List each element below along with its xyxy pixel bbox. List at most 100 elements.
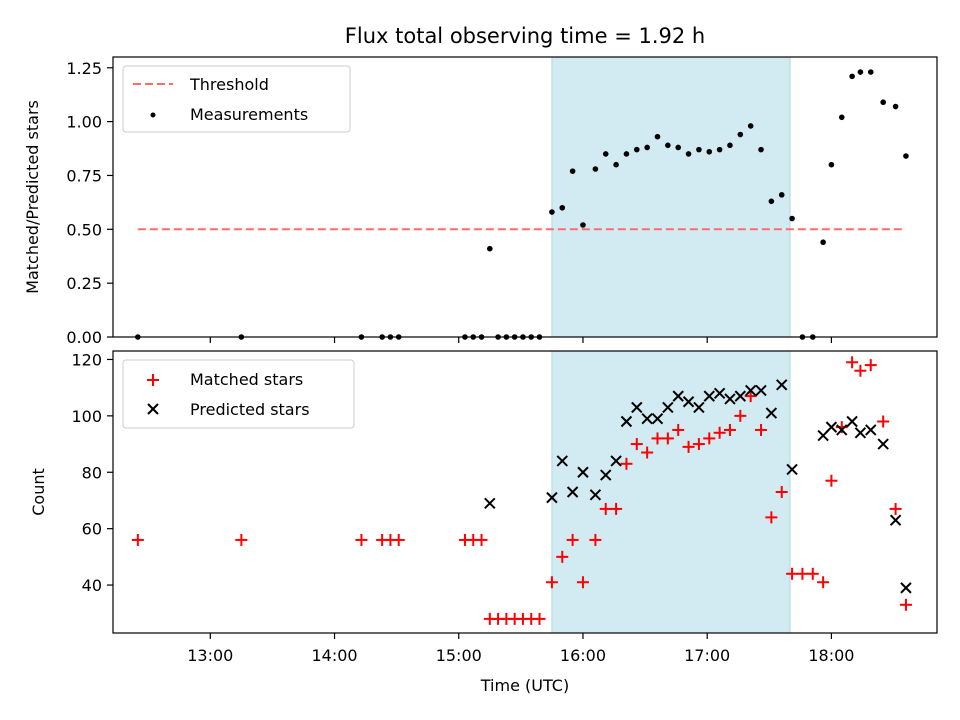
predicted-star-point — [889, 514, 902, 526]
predicted-star-point — [556, 455, 568, 467]
measurement-point — [613, 161, 619, 168]
top-axes-frame — [112, 56, 938, 338]
matched-star-point — [651, 432, 664, 445]
matched-star-point — [533, 612, 546, 625]
x-tick-label: 17:00 — [684, 646, 730, 665]
matched-legend-swatch — [147, 374, 159, 386]
predicted-star-point — [765, 407, 778, 419]
x-axis-label: Time (UTC) — [480, 676, 569, 695]
predicted-star-point — [662, 401, 674, 414]
x-tick-label: 14:00 — [311, 646, 357, 665]
top-y-axis-label: Matched/Predicted stars — [23, 100, 42, 294]
top-y-tick-label: 0.50 — [66, 220, 102, 239]
matched-star-point — [682, 440, 695, 453]
predicted-star-point — [744, 384, 757, 397]
threshold-legend-label: Threshold — [189, 75, 269, 94]
matched-star-point — [846, 356, 859, 369]
measurement-point — [602, 151, 609, 157]
bottom-y-tick-label: 120 — [71, 350, 102, 369]
matched-star-point — [744, 390, 757, 403]
predicted-star-point — [713, 387, 726, 400]
matched-star-point — [235, 533, 248, 546]
predicted-star-point — [682, 396, 695, 408]
measurement-point — [768, 198, 775, 205]
predicted-star-point — [755, 384, 767, 397]
predicted-star-point — [577, 466, 589, 478]
measurement-point — [892, 103, 899, 110]
matched-star-point — [899, 598, 912, 611]
x-tick-label: 13:00 — [187, 646, 233, 665]
measurement-point — [675, 144, 682, 151]
measurement-point — [737, 131, 744, 138]
matched-star-point — [556, 550, 569, 563]
matched-star-point — [775, 486, 788, 498]
matched-star-point — [620, 457, 633, 470]
measurement-point — [778, 192, 785, 198]
top-y-tick-label: 0.75 — [66, 166, 102, 185]
matched-star-point — [545, 576, 558, 589]
x-tick-label: 16:00 — [560, 646, 606, 665]
matched-star-point — [355, 533, 368, 546]
predicted-star-point — [836, 424, 848, 436]
predicted-star-point — [900, 582, 912, 594]
chart-title: Flux total observing time = 1.92 h — [345, 24, 705, 48]
top-y-tick-label: 0.00 — [66, 328, 102, 347]
matched-star-point — [475, 533, 488, 546]
matched-star-point — [765, 511, 778, 524]
matched-star-point — [599, 502, 612, 515]
predicted-star-point — [724, 393, 736, 405]
measurement-point — [758, 146, 764, 153]
bottom-legend: Matched stars Predicted stars — [122, 359, 355, 429]
measurement-point — [849, 73, 855, 80]
measurement-point — [828, 161, 835, 168]
top-y-tick-label: 0.25 — [66, 274, 102, 293]
measurement-point — [623, 151, 630, 157]
matched-star-point — [825, 474, 838, 487]
matched-star-point — [661, 432, 674, 445]
measurement-point — [789, 215, 795, 222]
measurement-point — [706, 148, 713, 155]
matched-star-point — [864, 359, 877, 372]
x-tick-label: 15:00 — [436, 646, 482, 665]
matched-star-point — [131, 533, 144, 546]
matched-star-point — [713, 426, 726, 439]
predicted-star-point — [651, 412, 664, 425]
measurement-point — [716, 146, 723, 153]
top-y-tick-label: 1.00 — [66, 113, 102, 132]
predicted-star-point — [631, 401, 643, 414]
measurement-point — [665, 142, 671, 149]
predicted-star-point — [566, 486, 579, 498]
matched-star-point — [610, 502, 623, 515]
measurement-point — [867, 69, 874, 75]
measurement-point — [880, 99, 886, 106]
observing-window-shade — [551, 56, 791, 338]
predicted-star-point — [620, 415, 633, 428]
predicted-legend-label: Predicted stars — [190, 400, 310, 419]
measurements-legend-swatch — [150, 112, 156, 118]
measurement-point — [727, 142, 733, 149]
predicted-star-point — [589, 489, 602, 501]
predicted-star-point — [703, 390, 715, 402]
matched-star-point — [734, 409, 747, 422]
measurement-point — [569, 168, 576, 174]
measurement-point — [820, 239, 826, 246]
measurement-point — [633, 146, 640, 153]
measurement-point — [838, 114, 845, 121]
matched-legend-label: Matched stars — [190, 370, 303, 389]
matched-star-point — [854, 364, 867, 377]
top-panel: 0.00 0.25 0.50 0.75 1.00 1.25 Matched/Predict… — [23, 56, 938, 347]
matched-star-point — [755, 423, 768, 436]
bottom-axes-frame — [112, 350, 938, 634]
matched-star-point — [392, 533, 405, 546]
measurement-point — [685, 151, 692, 157]
top-legend: Threshold Measurements — [122, 65, 351, 133]
predicted-star-point — [546, 491, 558, 504]
predicted-star-point — [776, 379, 788, 391]
measurement-point — [903, 153, 909, 159]
measurement-point — [696, 146, 702, 153]
bottom-y-tick-label: 40 — [82, 576, 102, 595]
predicted-star-point — [786, 463, 798, 476]
measurement-point — [487, 245, 493, 252]
predicted-legend-swatch — [147, 403, 159, 415]
